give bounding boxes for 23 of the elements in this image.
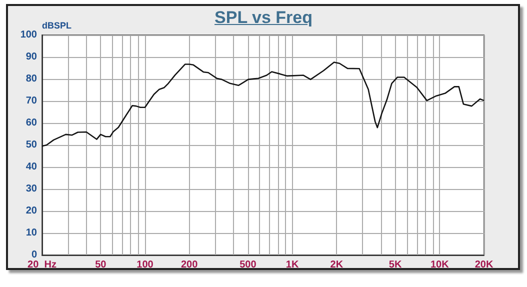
y-tick-label: 0 xyxy=(31,250,38,260)
x-tick-label: 2K xyxy=(330,260,344,270)
x-tick-label: 5K xyxy=(388,260,402,270)
y-tick-label: 10 xyxy=(26,228,38,238)
x-tick-label: 500 xyxy=(240,260,257,270)
y-tick-label: 60 xyxy=(26,118,38,128)
y-tick-label: 80 xyxy=(26,74,38,84)
y-axis-title: dBSPL xyxy=(42,20,72,31)
y-tick-label: 100 xyxy=(20,30,38,40)
chart-title: SPL vs Freq xyxy=(214,8,312,27)
x-tick-label: 20 Hz xyxy=(28,260,56,270)
y-tick-label: 30 xyxy=(26,184,38,194)
y-tick-label: 70 xyxy=(26,96,38,106)
y-tick-label: 20 xyxy=(26,206,38,216)
x-tick-label: 50 xyxy=(95,260,107,270)
y-tick-label: 50 xyxy=(26,140,38,150)
x-tick-label: 100 xyxy=(136,260,154,270)
x-tick-label: 200 xyxy=(180,260,198,270)
x-tick-label: 1K xyxy=(286,260,300,270)
y-tick-label: 40 xyxy=(26,162,38,172)
x-tick-label: 10K xyxy=(430,260,450,270)
y-tick-label: 90 xyxy=(26,52,38,62)
x-tick-label: 20K xyxy=(474,260,494,270)
